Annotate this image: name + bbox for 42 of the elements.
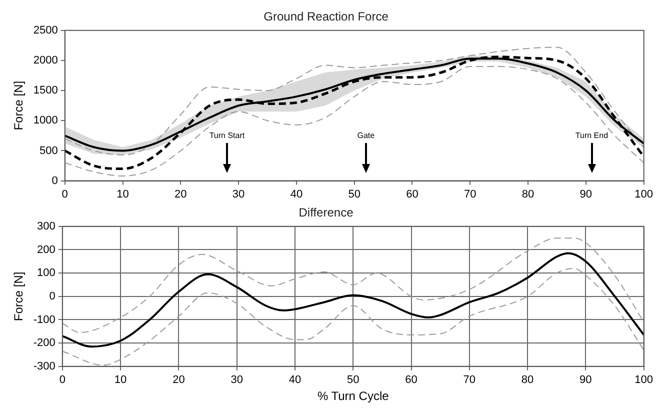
y-axis-title: Force [N]	[12, 272, 26, 322]
chart-title: Ground Reaction Force	[264, 10, 389, 24]
y-tick-label: -300	[33, 360, 56, 372]
x-tick-label: 20	[172, 374, 185, 386]
y-tick-label: -200	[33, 337, 56, 350]
y-tick-label: 2500	[33, 24, 58, 36]
x-tick-label: 50	[348, 188, 360, 200]
x-tick-label: 50	[346, 374, 360, 386]
y-tick-label: 300	[37, 220, 56, 232]
ref-line-label: Gate	[357, 131, 376, 140]
y-tick-label: 500	[40, 144, 58, 157]
x-tick-label: 90	[580, 188, 592, 200]
x-tick-label: 30	[230, 374, 243, 386]
x-tick-label: 100	[634, 374, 654, 386]
y-tick-label: 1000	[33, 114, 58, 127]
x-tick-label: 20	[174, 188, 187, 200]
ref-line-label: Turn End	[575, 131, 608, 140]
x-tick-label: 10	[114, 374, 127, 386]
y-tick-label: 100	[37, 267, 56, 280]
x-tick-label: 90	[580, 374, 592, 386]
y-tick-label: 0	[52, 174, 58, 187]
x-tick-label: 60	[405, 374, 418, 386]
x-tick-label: 60	[406, 188, 418, 200]
chart-title: Difference	[298, 206, 354, 220]
y-tick-label: 2000	[33, 54, 58, 67]
ref-line-label: Turn Start	[209, 131, 246, 140]
x-tick-label: 70	[463, 374, 476, 386]
y-tick-label: 1500	[33, 84, 58, 97]
y-tick-label: -100	[33, 314, 56, 326]
x-axis-title: % Turn Cycle	[317, 389, 390, 404]
x-tick-label: 10	[116, 188, 129, 200]
x-tick-label: 30	[232, 188, 245, 200]
x-tick-label: 70	[464, 188, 476, 200]
x-tick-label: 40	[288, 374, 302, 386]
y-axis-title: Force [N]	[12, 80, 26, 130]
x-tick-label: 80	[521, 374, 534, 386]
x-tick-label: 80	[522, 188, 534, 200]
x-tick-label: 40	[290, 188, 303, 200]
x-tick-label: 100	[634, 188, 654, 200]
y-tick-label: 200	[37, 244, 56, 256]
x-tick-label: 0	[62, 188, 68, 200]
y-tick-label: 0	[49, 290, 56, 302]
